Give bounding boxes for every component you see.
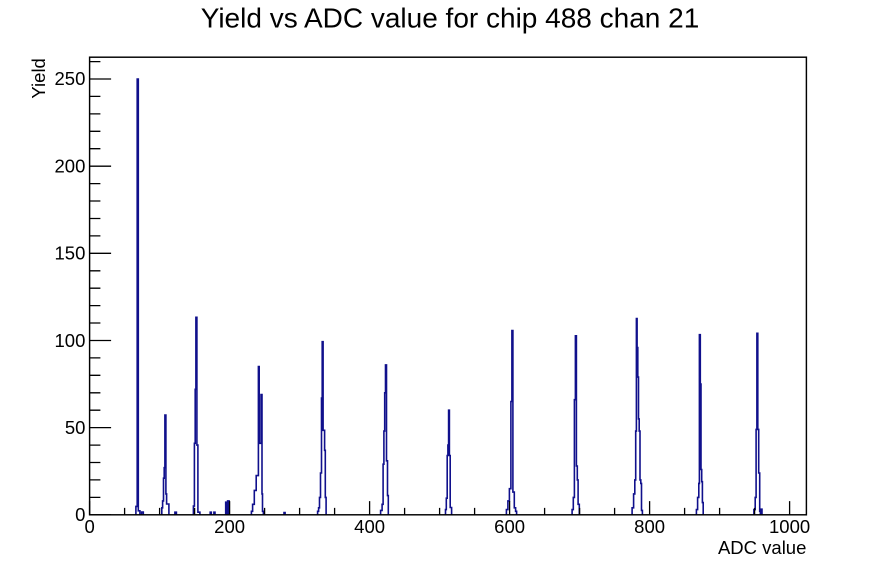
svg-text:Yield vs ADC value for chip 48: Yield vs ADC value for chip 488 chan 21 bbox=[201, 2, 700, 33]
svg-text:200: 200 bbox=[214, 516, 245, 537]
svg-text:600: 600 bbox=[494, 516, 525, 537]
svg-text:0: 0 bbox=[75, 504, 85, 525]
svg-text:0: 0 bbox=[84, 516, 94, 537]
svg-text:200: 200 bbox=[55, 155, 86, 176]
svg-text:1000: 1000 bbox=[769, 516, 810, 537]
svg-text:150: 150 bbox=[55, 243, 86, 264]
svg-text:400: 400 bbox=[354, 516, 385, 537]
svg-text:800: 800 bbox=[634, 516, 665, 537]
svg-text:50: 50 bbox=[65, 417, 86, 438]
svg-text:250: 250 bbox=[55, 68, 86, 89]
svg-text:100: 100 bbox=[55, 330, 86, 351]
svg-text:Yield: Yield bbox=[28, 58, 49, 98]
svg-text:ADC value: ADC value bbox=[718, 537, 806, 558]
